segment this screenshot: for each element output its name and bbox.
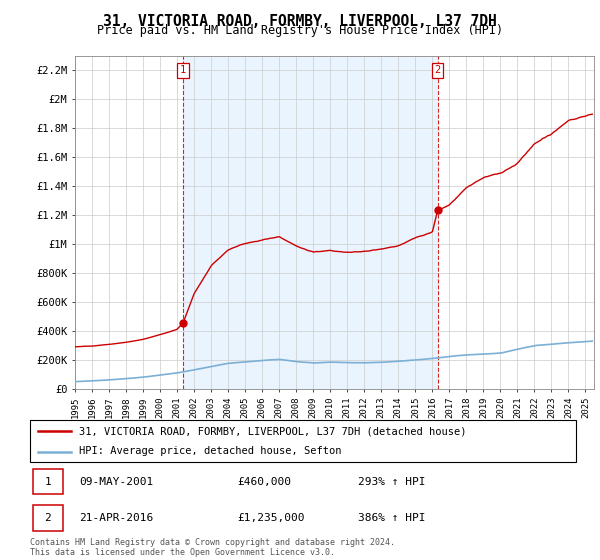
Text: £460,000: £460,000 [238, 477, 292, 487]
Text: 1: 1 [44, 477, 51, 487]
Text: 1: 1 [180, 66, 187, 76]
Bar [183, 56, 437, 389]
Text: Contains HM Land Registry data © Crown copyright and database right 2024.
This d: Contains HM Land Registry data © Crown c… [30, 538, 395, 557]
Bar [33, 469, 63, 494]
Text: HPI: Average price, detached house, Sefton: HPI: Average price, detached house, Seft… [79, 446, 341, 456]
Bar [33, 505, 63, 531]
Text: 09-MAY-2001: 09-MAY-2001 [79, 477, 154, 487]
Text: 21-APR-2016: 21-APR-2016 [79, 513, 154, 523]
Text: £1,235,000: £1,235,000 [238, 513, 305, 523]
Text: 2: 2 [434, 66, 441, 76]
Text: 293% ↑ HPI: 293% ↑ HPI [358, 477, 425, 487]
Text: 31, VICTORIA ROAD, FORMBY, LIVERPOOL, L37 7DH: 31, VICTORIA ROAD, FORMBY, LIVERPOOL, L3… [103, 14, 497, 29]
Text: Price paid vs. HM Land Registry's House Price Index (HPI): Price paid vs. HM Land Registry's House … [97, 24, 503, 37]
Text: 2: 2 [44, 513, 51, 523]
Text: 31, VICTORIA ROAD, FORMBY, LIVERPOOL, L37 7DH (detached house): 31, VICTORIA ROAD, FORMBY, LIVERPOOL, L3… [79, 426, 467, 436]
Text: 386% ↑ HPI: 386% ↑ HPI [358, 513, 425, 523]
